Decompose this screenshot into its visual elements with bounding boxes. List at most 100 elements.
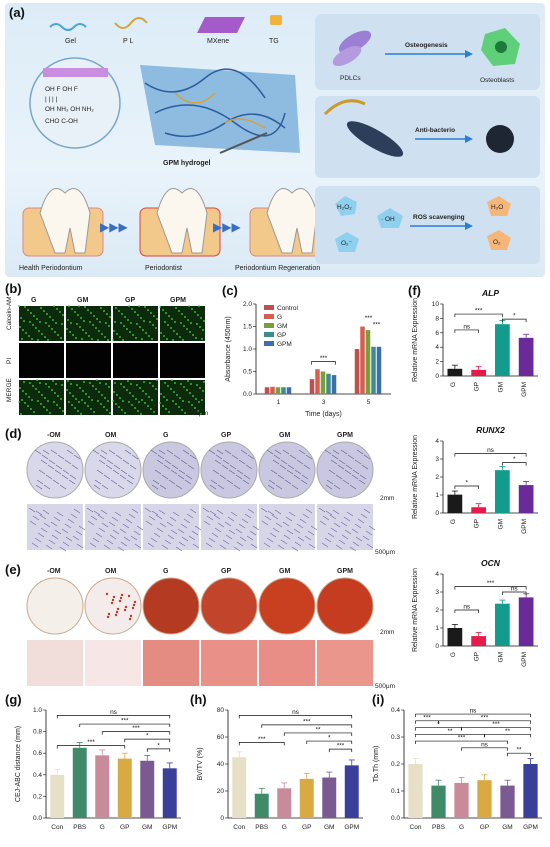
e-scale-top: 2mm bbox=[380, 629, 394, 636]
y-tick-label: 2 bbox=[435, 359, 439, 366]
significance-label: *** bbox=[258, 736, 266, 743]
significance-label: *** bbox=[121, 718, 129, 725]
y-tick-label: 2 bbox=[435, 474, 439, 481]
d-scale-top: 2mm bbox=[380, 495, 394, 502]
h2o-label: H₂O bbox=[491, 204, 503, 211]
chart-title: RUNX2 bbox=[476, 425, 505, 435]
e-col-label: GPM bbox=[337, 568, 353, 575]
chart-c: 0.0 0.5 1.0 1.5 2.0 Absorbance (450nm) Time (d… bbox=[225, 301, 391, 418]
x-tick-label: G bbox=[450, 652, 457, 657]
bar bbox=[471, 507, 486, 513]
bar bbox=[277, 788, 292, 818]
significance-label: ns bbox=[292, 709, 300, 716]
significance-label: ns bbox=[470, 708, 478, 715]
bar bbox=[270, 386, 275, 394]
x-tick-label: GP bbox=[474, 382, 481, 391]
x-tick-label: GP bbox=[474, 652, 481, 661]
significance-label: * bbox=[513, 456, 516, 463]
legend-swatch bbox=[264, 305, 274, 310]
panel-label-h: (h) bbox=[190, 692, 207, 707]
significance-label: ** bbox=[315, 726, 321, 733]
panel-label-c: (c) bbox=[222, 283, 238, 298]
b-image-tile bbox=[19, 380, 64, 415]
x-tick-label: GM bbox=[142, 824, 152, 831]
x-tick-label: G bbox=[459, 824, 464, 831]
significance-label: ns bbox=[481, 741, 489, 748]
tooth-periodontist-icon bbox=[139, 188, 221, 257]
bar bbox=[140, 760, 155, 818]
x-tick-label: PBS bbox=[432, 824, 446, 831]
significance-label: ** bbox=[447, 728, 453, 735]
panel-label-a: (a) bbox=[9, 5, 25, 20]
y-tick-label: 20 bbox=[217, 788, 225, 795]
b-scale-label: 200μm bbox=[188, 410, 208, 417]
chart-f-runx2: RUNX2 0 1 2 3 4 Relative mRNA Expression G GP GM G… bbox=[412, 425, 538, 534]
y-tick-label: 0.2 bbox=[33, 793, 42, 800]
bar bbox=[408, 764, 423, 818]
e-col-label: G bbox=[163, 568, 169, 575]
bar bbox=[523, 764, 538, 818]
b-row-calcein: Calcein-AM bbox=[6, 296, 13, 330]
o2-label: O₂ bbox=[493, 239, 501, 246]
x-tick-label: Con bbox=[233, 824, 245, 831]
significance-label: * bbox=[465, 480, 468, 487]
y-tick-label: 3 bbox=[435, 589, 439, 596]
hydrogel-cube-icon bbox=[140, 65, 300, 153]
bar bbox=[495, 603, 510, 646]
bar bbox=[95, 755, 110, 818]
o2-burst-icon bbox=[487, 230, 511, 250]
e-zoom-image bbox=[143, 640, 199, 686]
y-tick-label: 10 bbox=[432, 301, 440, 308]
e-scale-bottom: 500μm bbox=[375, 683, 395, 690]
bar bbox=[344, 765, 359, 818]
panel-label-e: (e) bbox=[5, 562, 21, 577]
legend-label: Control bbox=[277, 305, 299, 312]
material-tg-label: TG bbox=[269, 38, 279, 45]
d-zoom-image bbox=[317, 504, 373, 550]
tg-icon bbox=[270, 15, 282, 25]
y-tick-label: 0.4 bbox=[33, 772, 42, 779]
bar bbox=[518, 597, 534, 646]
significance-label: * bbox=[157, 742, 160, 749]
y-tick-label: 0 bbox=[435, 510, 439, 517]
d-col-label: GPM bbox=[337, 432, 353, 439]
e-well-image bbox=[84, 577, 142, 635]
d-zoom-image bbox=[27, 504, 83, 550]
e-well-image bbox=[26, 577, 84, 635]
y-tick-label: 1 bbox=[435, 625, 439, 632]
e-zoom-image bbox=[317, 640, 373, 686]
x-tick-label: PBS bbox=[73, 824, 87, 831]
d-col-label: OM bbox=[105, 432, 116, 439]
e-well-image bbox=[316, 577, 374, 635]
b-col-gm: GM bbox=[77, 297, 88, 304]
stage-periodontist-label: Periodontist bbox=[145, 265, 182, 272]
e-well-image bbox=[258, 577, 316, 635]
y-tick-label: 0.4 bbox=[391, 707, 400, 714]
x-tick-label: Con bbox=[51, 824, 63, 831]
y-tick-label: 1.0 bbox=[243, 346, 252, 353]
legend-swatch bbox=[264, 314, 274, 319]
y-tick-label: 1.0 bbox=[33, 707, 42, 714]
significance-label: * bbox=[146, 733, 149, 740]
arrow-icon-1: ▶▶▶ bbox=[100, 220, 128, 234]
y-tick-label: 0.0 bbox=[243, 391, 252, 398]
d-col-label: GP bbox=[221, 432, 231, 439]
material-mxene-label: MXene bbox=[207, 38, 229, 45]
x-tick-label: GP bbox=[474, 519, 481, 528]
y-tick-label: 4 bbox=[435, 344, 439, 351]
oh-burst-icon bbox=[377, 208, 403, 228]
gel-icon bbox=[49, 23, 87, 31]
y-tick-label: 1 bbox=[435, 492, 439, 499]
x-axis-label: Time (days) bbox=[305, 411, 342, 418]
bar bbox=[518, 485, 534, 513]
bar bbox=[447, 628, 463, 646]
legend-swatch bbox=[264, 332, 274, 337]
tooth-health-icon bbox=[22, 188, 104, 257]
legend-swatch bbox=[264, 323, 274, 328]
bar bbox=[162, 768, 177, 818]
bar bbox=[254, 793, 269, 818]
panel-a-schematic: Gel P L MXene TG OH F OH F | | | | OH NH… bbox=[19, 15, 331, 272]
chem-line-3: OH NH₂ OH NH₂ bbox=[45, 106, 94, 113]
bar bbox=[447, 494, 463, 513]
